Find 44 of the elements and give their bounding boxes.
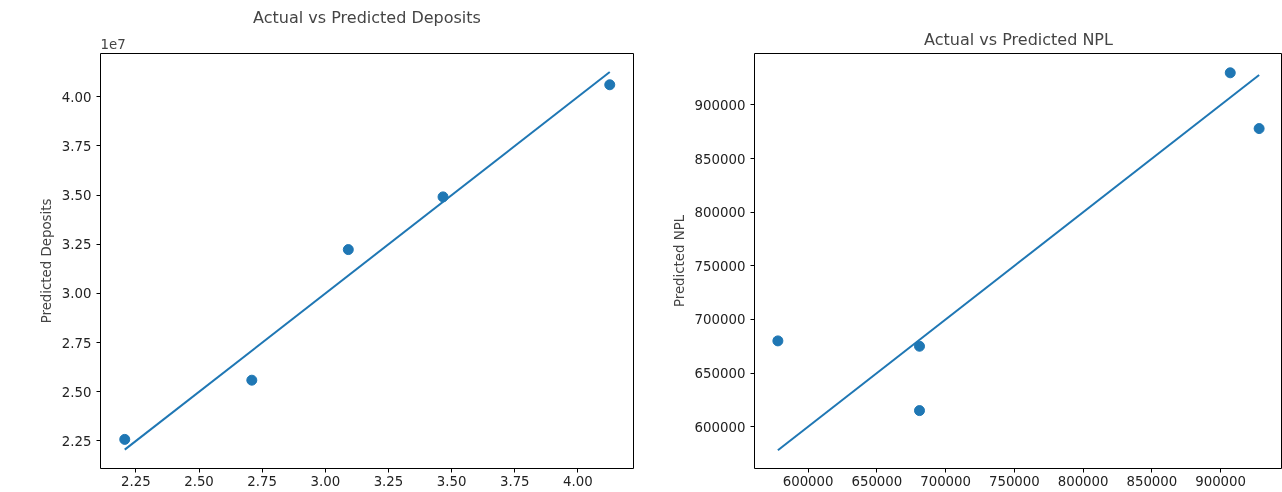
chart-title: Actual vs Predicted NPL	[924, 29, 1113, 49]
point	[246, 374, 258, 386]
x-tick-label: 850000	[1126, 473, 1178, 489]
y-tick-label: 600000	[694, 419, 746, 435]
x-tick-label: 750000	[988, 473, 1040, 489]
point	[119, 433, 131, 445]
x-tick-label: 4.00	[563, 473, 593, 489]
x-tick-label: 2.50	[184, 473, 214, 489]
point	[342, 244, 354, 256]
x-tick-label: 800000	[1057, 473, 1109, 489]
x-tick-label: 3.75	[499, 473, 530, 489]
point	[604, 79, 616, 91]
y-tick-label: 4.00	[61, 89, 92, 105]
x-tick-label: 3.00	[310, 473, 341, 489]
y-tick-label: 2.25	[61, 433, 92, 449]
y-tick-label: 2.50	[61, 384, 92, 400]
point	[1253, 123, 1265, 135]
y-tick-label: 3.25	[61, 237, 92, 253]
x-tick-label: 2.25	[121, 473, 151, 489]
y-tick-label: 3.75	[61, 138, 92, 154]
x-tick-label: 2.75	[247, 473, 278, 489]
y-tick-label: 700000	[694, 312, 746, 328]
y-tick-label: 3.50	[61, 188, 92, 204]
x-tick-label: 700000	[920, 473, 972, 489]
point	[772, 335, 784, 347]
x-tick-label: 3.25	[373, 473, 404, 489]
x-tick-label: 900000	[1195, 473, 1247, 489]
point	[1224, 67, 1236, 79]
x-tick-label: 600000	[782, 473, 834, 489]
y-axis-title: Predicted NPL	[671, 214, 687, 308]
y-tick-label: 900000	[694, 97, 746, 113]
y-tick-label: 3.00	[61, 286, 92, 302]
y-tick-label: 2.75	[61, 335, 92, 351]
point	[914, 405, 925, 417]
chart-title: Actual vs Predicted Deposits	[253, 7, 481, 27]
point	[914, 340, 925, 352]
x-tick-label: 3.50	[436, 473, 467, 489]
x-tick-label: 650000	[851, 473, 903, 489]
y-axis-title: Predicted Deposits	[38, 198, 54, 324]
y-tick-label: 850000	[694, 151, 746, 167]
text: 1e7	[100, 36, 126, 52]
y-tick-label: 650000	[694, 366, 746, 382]
y-tick-label: 800000	[694, 205, 746, 221]
y-tick-label: 750000	[694, 258, 746, 274]
